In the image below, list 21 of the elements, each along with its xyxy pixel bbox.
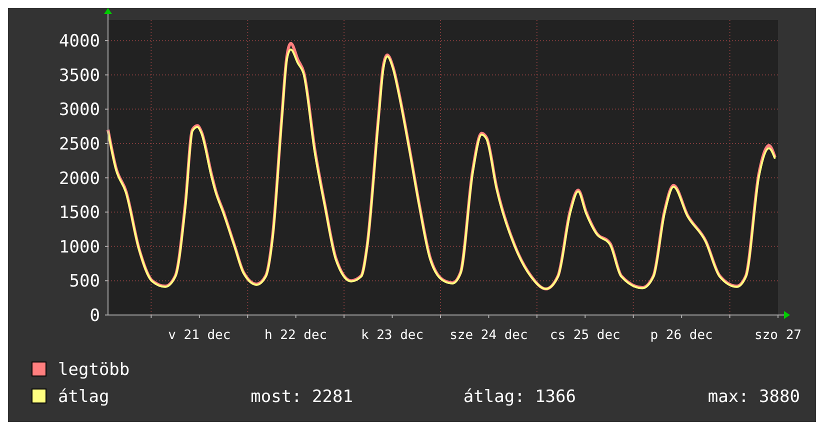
y-tick-label: 2000 bbox=[59, 168, 100, 189]
text: átlag: 1366 bbox=[463, 387, 576, 407]
text: max: 3880 bbox=[708, 387, 800, 407]
x-tick-label: h 22 dec bbox=[264, 328, 328, 343]
y-tick-label: 4000 bbox=[59, 32, 100, 52]
y-tick-label: 3500 bbox=[59, 66, 100, 86]
y-tick-label: 3000 bbox=[59, 100, 100, 120]
legend-label: legtöbb bbox=[58, 360, 130, 380]
x-tick-label: p 26 dec bbox=[650, 328, 713, 343]
y-tick-label: 2500 bbox=[59, 134, 100, 154]
text: most: 2281 bbox=[250, 387, 353, 407]
legend-label: átlag bbox=[58, 387, 110, 407]
x-tick-label: sze 24 dec bbox=[450, 328, 528, 343]
y-tick-label: 1500 bbox=[59, 203, 100, 224]
y-tick-label: 0 bbox=[90, 306, 100, 326]
y-tick-label: 1000 bbox=[59, 237, 100, 258]
x-tick-label: v 21 dec bbox=[168, 328, 231, 343]
x-tick-label: cs 25 dec bbox=[550, 328, 620, 343]
x-tick-label: k 23 dec bbox=[360, 328, 424, 343]
x-tick-label: szo 27 bbox=[754, 328, 802, 343]
y-tick-label: 500 bbox=[69, 272, 100, 292]
